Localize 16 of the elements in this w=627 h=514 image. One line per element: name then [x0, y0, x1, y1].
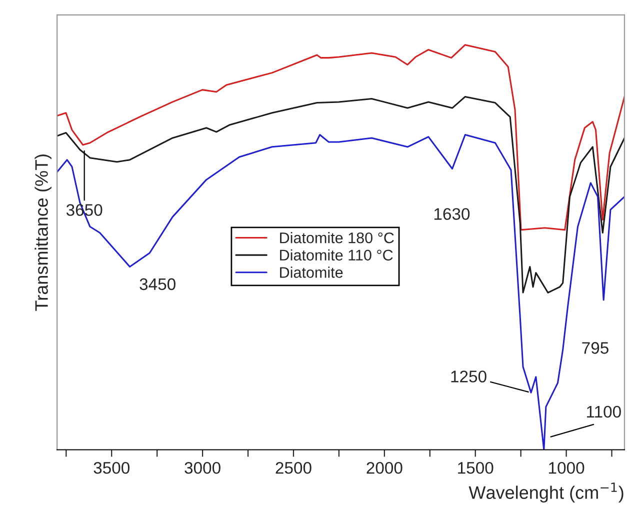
legend-label: Diatomite: [280, 266, 343, 278]
x-tick-label: 2000: [366, 462, 402, 474]
x-tick-label: 3000: [184, 462, 220, 474]
x-tick-label: 3500: [94, 462, 130, 474]
legend-label: Diatomite 110 °C: [280, 249, 393, 261]
annotation: 1250: [451, 370, 486, 382]
x-axis-title: Wavelenght (cm$^{−1}$): [468, 482, 624, 503]
annotation: 795: [582, 342, 608, 354]
x-tick-label: 2500: [276, 462, 312, 474]
annotation: 1630: [434, 208, 470, 220]
annotation: 3450: [140, 278, 176, 290]
x-tick-label: 1500: [458, 462, 494, 474]
annotation: 1100: [587, 406, 621, 418]
legend-label: Diatomite 180 °C: [280, 232, 394, 244]
y-axis-title: Transmittance (%T): [34, 154, 52, 311]
x-tick-label: 1000: [549, 462, 584, 474]
